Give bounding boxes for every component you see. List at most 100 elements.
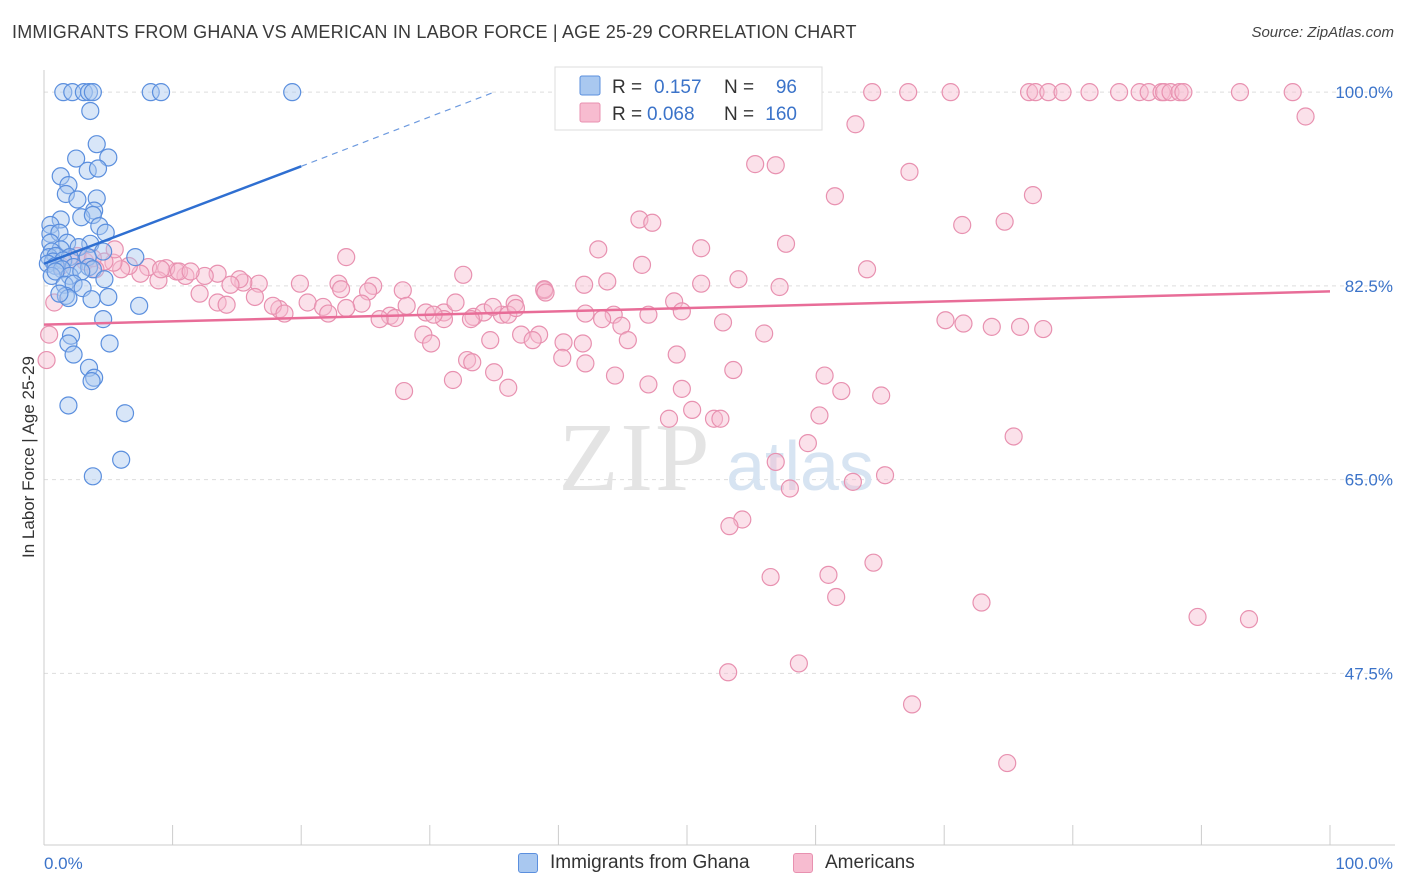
y-tick-labels: 100.0% 82.5% 65.0% 47.5% (1335, 83, 1393, 683)
ghana-point-17 (68, 190, 87, 209)
americans-point-117 (337, 298, 356, 318)
source-credit: Source: ZipAtlas.com (1251, 24, 1394, 41)
stats-swatch-pink (579, 102, 601, 123)
americans-point-133 (319, 304, 338, 323)
americans-point-6 (1053, 83, 1072, 102)
americans-point-24 (953, 215, 972, 235)
americans-point-44 (393, 281, 412, 300)
stats-n-value-blue: 96 (776, 77, 797, 98)
americans-point-91 (798, 434, 817, 453)
americans-point-94 (1004, 427, 1023, 446)
americans-point-49 (576, 304, 595, 323)
americans-point-17 (1283, 83, 1302, 102)
americans-point-100 (864, 553, 883, 572)
ghana-point-38 (126, 248, 145, 267)
americans-point-85 (872, 386, 891, 405)
grid-lines (44, 91, 1395, 674)
americans-point-129 (485, 363, 504, 382)
americans-point-57 (936, 311, 955, 330)
americans-point-5 (1039, 83, 1058, 102)
americans-point-67 (512, 325, 531, 344)
americans-point-30 (692, 239, 711, 258)
americans-point-0 (863, 83, 882, 102)
legend-label-americans: Americans (825, 852, 915, 873)
ghana-point-58 (82, 290, 101, 309)
ghana-point-73 (83, 467, 102, 486)
chart-title: IMMIGRANTS FROM GHANA VS AMERICAN IN LAB… (12, 22, 857, 42)
americans-point-128 (443, 370, 463, 390)
axes (43, 70, 1395, 846)
americans-point-86 (683, 400, 702, 419)
americans-point-4 (1026, 83, 1045, 102)
americans-point-35 (598, 272, 617, 291)
americans-point-112 (331, 280, 351, 299)
americans-point-74 (573, 334, 592, 353)
ghana-point-64 (94, 310, 113, 329)
americans-point-82 (724, 360, 743, 380)
stats-n-label-blue: N = (724, 77, 754, 98)
americans-point-92 (766, 452, 785, 472)
americans-point-39 (454, 265, 473, 284)
americans-point-108 (902, 695, 922, 714)
ghana-point-66 (64, 345, 83, 364)
ghana-point-61 (50, 284, 69, 303)
ghana-point-10 (99, 148, 118, 167)
americans-point-26 (1023, 186, 1043, 205)
x-tick-labels: 0.0% 100.0% (44, 854, 1393, 873)
americans-point-1 (899, 83, 918, 102)
americans-point-14 (1170, 83, 1189, 102)
legend-item-americans[interactable]: Americans (793, 852, 915, 874)
americans-point-59 (982, 317, 1001, 336)
ghana-point-4 (83, 83, 102, 102)
americans-point-31 (776, 234, 796, 253)
americans-point-33 (632, 255, 652, 274)
americans-point-21 (746, 155, 765, 174)
legend-item-ghana[interactable]: Immigrants from Ghana (518, 852, 750, 874)
stats-r-value-blue: 0.157 (654, 77, 702, 98)
americans-point-3 (1019, 83, 1039, 102)
americans-point-84 (832, 381, 851, 401)
ghana-points (38, 83, 302, 486)
ghana-point-22 (72, 208, 91, 227)
americans-point-75 (618, 331, 637, 350)
ghana-point-52 (95, 270, 114, 289)
americans-point-167 (217, 295, 236, 314)
americans-point-2 (941, 83, 960, 102)
americans-point-58 (954, 314, 973, 333)
americans-point-109 (998, 753, 1017, 773)
americans-point-107 (719, 663, 738, 682)
stats-swatch-blue (579, 75, 601, 96)
ghana-point-11 (67, 149, 86, 168)
americans-point-47 (665, 292, 684, 311)
americans-point-132 (370, 310, 389, 329)
americans-point-83 (815, 366, 834, 385)
ghana-point-72 (112, 450, 131, 469)
americans-point-25 (995, 212, 1014, 231)
americans-point-60 (1010, 317, 1030, 336)
americans-point-93 (875, 466, 895, 485)
americans-point-15 (1174, 83, 1193, 102)
americans-point-161 (40, 325, 59, 344)
ghana-trend-line (43, 165, 302, 265)
ghana-point-24 (90, 217, 109, 236)
americans-point-38 (857, 260, 877, 279)
americans-point-121 (446, 293, 465, 312)
x-tick-label-max: 100.0% (1335, 854, 1393, 873)
americans-point-23 (825, 187, 844, 206)
americans-point-115 (385, 308, 405, 328)
ghana-point-9 (87, 135, 106, 154)
americans-points (37, 83, 1315, 773)
ghana-point-59 (99, 287, 118, 307)
americans-point-101 (819, 565, 838, 584)
americans-point-34 (575, 275, 594, 294)
ghana-point-8 (81, 101, 100, 121)
americans-point-54 (713, 313, 733, 332)
americans-point-134 (290, 274, 310, 293)
americans-point-7 (1080, 83, 1099, 102)
americans-point-16 (1230, 83, 1250, 102)
americans-point-19 (846, 115, 865, 134)
ghana-point-57 (59, 288, 78, 308)
ghana-point-69 (82, 372, 101, 391)
americans-point-76 (667, 345, 686, 364)
americans-point-37 (729, 270, 748, 289)
